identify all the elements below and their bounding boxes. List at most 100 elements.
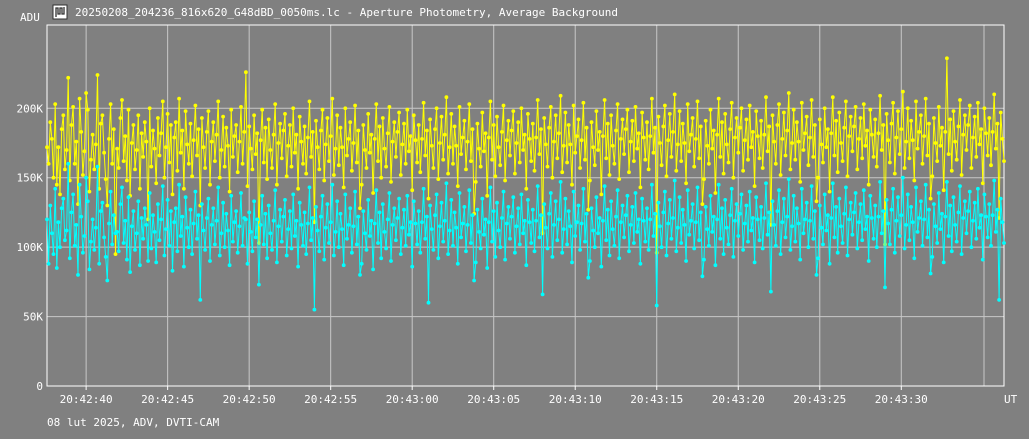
- data-point: [408, 220, 413, 225]
- data-point: [100, 200, 105, 205]
- data-point: [348, 120, 353, 125]
- data-point: [493, 255, 498, 259]
- data-point: [687, 232, 692, 237]
- data-point: [234, 123, 239, 127]
- data-point: [845, 174, 850, 179]
- data-point: [542, 116, 547, 120]
- data-point: [387, 105, 392, 109]
- data-point: [643, 157, 648, 162]
- data-point: [336, 163, 341, 168]
- data-point: [821, 160, 825, 165]
- data-point: [855, 246, 860, 251]
- data-point: [558, 93, 563, 98]
- data-point: [142, 120, 147, 125]
- data-point: [811, 155, 816, 159]
- data-point: [663, 103, 667, 108]
- data-point: [385, 217, 390, 222]
- data-point: [630, 118, 635, 123]
- data-point: [628, 139, 633, 144]
- data-point: [129, 224, 134, 229]
- data-point: [87, 189, 92, 194]
- data-point: [692, 246, 697, 251]
- data-point: [547, 125, 551, 130]
- data-point: [103, 177, 108, 182]
- chart-title: 20250208_204236_816x620_G48dBD_0050ms.lc…: [75, 6, 618, 19]
- data-point: [847, 217, 851, 222]
- plot-frame: [46, 24, 1005, 387]
- y-tick-label: 0: [36, 380, 43, 393]
- data-point: [619, 137, 623, 141]
- data-point: [480, 110, 485, 115]
- data-point: [808, 135, 812, 140]
- data-point: [296, 186, 300, 191]
- data-point: [720, 120, 724, 125]
- data-point: [870, 216, 874, 220]
- data-point: [702, 257, 706, 262]
- data-point: [333, 230, 338, 234]
- data-point: [123, 134, 128, 139]
- data-point: [353, 103, 357, 108]
- lightcurve-app-icon[interactable]: [52, 4, 68, 20]
- data-point: [222, 245, 227, 250]
- data-point: [319, 128, 323, 133]
- data-point: [661, 124, 666, 129]
- data-point: [126, 107, 131, 112]
- data-point: [770, 113, 775, 118]
- data-point: [711, 128, 716, 133]
- data-point: [707, 243, 711, 248]
- data-point: [806, 245, 811, 250]
- data-point: [170, 192, 175, 197]
- data-point: [503, 178, 507, 183]
- data-point: [967, 189, 972, 194]
- data-point: [780, 220, 785, 225]
- data-point: [772, 139, 776, 144]
- data-point: [177, 182, 182, 187]
- data-point: [152, 146, 157, 151]
- data-point: [834, 205, 838, 209]
- data-point: [87, 267, 92, 272]
- data-point: [438, 141, 442, 145]
- data-point: [94, 225, 98, 230]
- data-point: [288, 123, 292, 127]
- data-point: [350, 250, 354, 255]
- tick-labels: 0 50K 100K 150K 200K 20:42:40 20:42:45 20:42:50…: [17, 102, 928, 406]
- data-point: [646, 248, 651, 252]
- data-point: [521, 231, 525, 236]
- data-point: [387, 191, 392, 195]
- data-point: [565, 160, 569, 165]
- data-point: [97, 261, 102, 266]
- data-point: [72, 161, 77, 166]
- data-point: [967, 103, 972, 108]
- data-point: [296, 264, 300, 269]
- data-point: [788, 248, 793, 252]
- data-point: [428, 203, 432, 208]
- data-point: [438, 224, 442, 229]
- data-point: [816, 256, 820, 261]
- data-point: [757, 238, 762, 243]
- data-point: [441, 239, 446, 244]
- data-point: [888, 160, 892, 165]
- data-point: [169, 123, 173, 127]
- data-point: [785, 128, 790, 133]
- data-point: [219, 231, 224, 236]
- data-point: [793, 157, 798, 162]
- data-point: [526, 112, 530, 116]
- data-point: [943, 130, 948, 134]
- data-point: [81, 250, 85, 255]
- data-point: [177, 96, 182, 101]
- data-point: [400, 225, 405, 230]
- data-point: [517, 242, 522, 247]
- data-point: [154, 181, 159, 186]
- data-point: [493, 174, 498, 179]
- data-point: [235, 250, 240, 255]
- data-point: [674, 168, 679, 173]
- data-point: [716, 182, 721, 187]
- data-point: [909, 205, 913, 209]
- data-point: [710, 230, 715, 234]
- data-point: [281, 128, 286, 133]
- data-point: [442, 132, 447, 137]
- data-point: [782, 196, 786, 201]
- data-point: [138, 263, 142, 268]
- plot-frame-border: [46, 24, 1005, 387]
- data-point: [927, 121, 931, 126]
